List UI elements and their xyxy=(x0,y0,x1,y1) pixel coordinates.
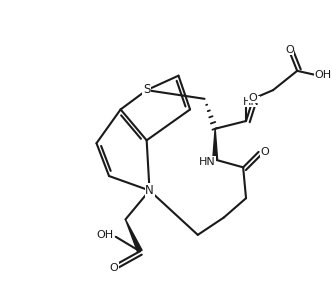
Text: O: O xyxy=(285,45,294,55)
Text: OH: OH xyxy=(314,70,332,80)
Text: N: N xyxy=(145,184,154,197)
Polygon shape xyxy=(125,219,142,252)
Text: HN: HN xyxy=(199,156,215,167)
Text: HN: HN xyxy=(243,97,260,107)
Polygon shape xyxy=(213,129,217,160)
Text: S: S xyxy=(143,83,150,96)
Text: O: O xyxy=(261,147,269,157)
Text: OH: OH xyxy=(97,230,114,240)
Text: O: O xyxy=(248,93,257,103)
Text: O: O xyxy=(110,263,118,273)
